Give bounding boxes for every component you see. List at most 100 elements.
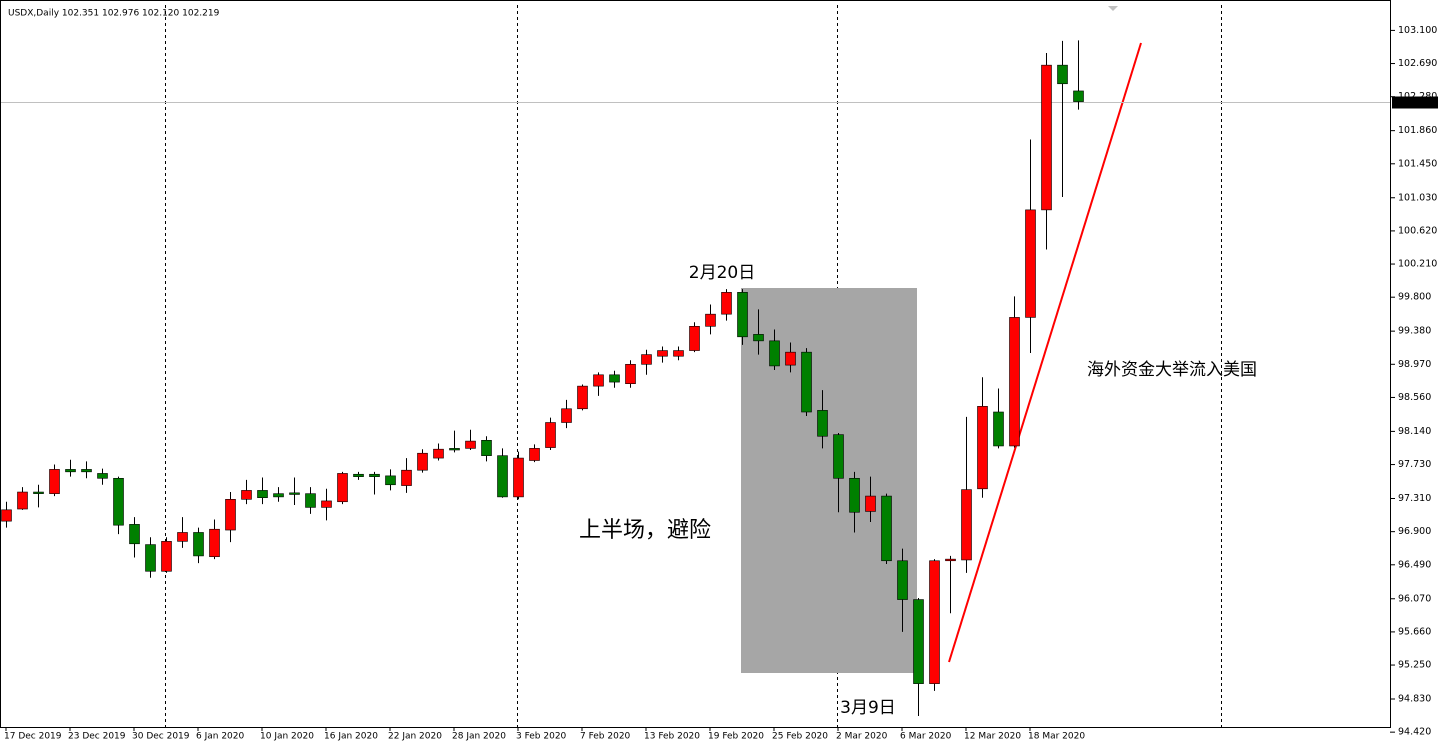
candle-body (1057, 64, 1068, 85)
candle-body (129, 524, 140, 545)
y-tick-label: 96.900 (1398, 526, 1431, 537)
x-tick-label: 16 Jan 2020 (324, 732, 378, 742)
candle-body (353, 473, 364, 477)
candle-body (337, 473, 348, 503)
y-tick-label: 96.490 (1398, 559, 1431, 570)
candle-body (513, 457, 524, 498)
y-tick-label: 97.730 (1398, 459, 1431, 470)
y-tick-label: 100.210 (1398, 259, 1437, 270)
candle-body (401, 469, 412, 486)
candle-body (753, 334, 764, 342)
annotation: 3月9日 (840, 698, 896, 718)
candle-body (657, 350, 668, 357)
candle-body (289, 492, 300, 495)
y-tick-label: 99.380 (1398, 326, 1431, 337)
candle-body (849, 477, 860, 513)
candle-body (977, 406, 988, 490)
candle-body (369, 473, 380, 477)
y-tick-label: 96.070 (1398, 593, 1431, 604)
candle-body (577, 385, 588, 410)
y-tick-label: 99.800 (1398, 292, 1431, 303)
candle-body (593, 374, 604, 387)
y-tick-label: 95.660 (1398, 626, 1431, 637)
candle-body (241, 490, 252, 500)
candle-body (17, 491, 28, 510)
y-tick-label: 97.310 (1398, 493, 1431, 504)
candle-body (929, 560, 940, 684)
candle-body (273, 493, 284, 498)
price-label: 102.219 (1396, 98, 1435, 109)
candle-body (65, 469, 76, 473)
candle-body (785, 351, 796, 366)
candle-body (865, 495, 876, 512)
candle-body (641, 354, 652, 365)
x-tick-label: 23 Dec 2019 (68, 732, 126, 742)
candle-body (177, 532, 188, 542)
candle-body (113, 477, 124, 526)
candle-body (321, 500, 332, 508)
x-tick-label: 3 Feb 2020 (516, 732, 567, 742)
candle-body (545, 422, 556, 448)
candle-body (833, 434, 844, 479)
candle-body (145, 544, 156, 572)
candle-body (1, 509, 12, 522)
x-tick-label: 18 Mar 2020 (1028, 732, 1085, 742)
plot-area (0, 40, 1390, 716)
price-label-box (1392, 96, 1438, 109)
candle-body (497, 455, 508, 498)
x-tick-label: 30 Dec 2019 (132, 732, 190, 742)
y-tick-label: 102.690 (1398, 58, 1437, 69)
candle-body (1041, 64, 1052, 211)
candle-body (433, 448, 444, 459)
candle-body (609, 374, 620, 383)
y-tick-label: 101.860 (1398, 125, 1437, 136)
x-tick-label: 13 Feb 2020 (644, 732, 700, 742)
x-tick-label: 7 Feb 2020 (580, 732, 631, 742)
candle-body (1025, 209, 1036, 318)
y-tick-label: 103.100 (1398, 25, 1437, 36)
candle-body (817, 410, 828, 437)
y-tick-label: 94.830 (1398, 694, 1431, 705)
chart-title: USDX,Daily 102.351 102.976 102.120 102.2… (8, 9, 220, 19)
candle-body (561, 408, 572, 423)
x-tick-label: 12 Mar 2020 (964, 732, 1021, 742)
x-tick-label: 19 Feb 2020 (708, 732, 764, 742)
candle-body (81, 469, 92, 473)
annotation: 海外资金大举流入美国 (1087, 360, 1257, 380)
annotation: 2月20日 (689, 263, 755, 283)
candle-body (449, 448, 460, 451)
candle-body (945, 558, 956, 562)
candle-body (193, 532, 204, 557)
candle-body (689, 326, 700, 351)
candle-body (417, 452, 428, 471)
x-tick-label: 2 Mar 2020 (836, 732, 888, 742)
candle-body (673, 350, 684, 357)
candle-body (161, 541, 172, 572)
y-tick-label: 98.970 (1398, 359, 1431, 370)
y-tick-label: 98.140 (1398, 426, 1431, 437)
candle-body (705, 313, 716, 327)
candle-body (1073, 90, 1084, 102)
shift-marker (1108, 6, 1118, 11)
candle-body (625, 363, 636, 385)
candle-body (1009, 317, 1020, 447)
candle-body (481, 439, 492, 456)
highlight-box (741, 288, 917, 673)
candle-body (737, 292, 748, 338)
x-tick-label: 6 Mar 2020 (900, 732, 952, 742)
x-tick-label: 10 Jan 2020 (260, 732, 314, 742)
candle-body (257, 490, 268, 498)
candle-body (961, 489, 972, 561)
y-tick-label: 101.030 (1398, 192, 1437, 203)
y-tick-label: 100.620 (1398, 225, 1437, 236)
y-tick-label: 98.560 (1398, 392, 1431, 403)
x-tick-label: 22 Jan 2020 (388, 732, 442, 742)
y-tick-label: 101.450 (1398, 158, 1437, 169)
x-tick-label: 25 Feb 2020 (772, 732, 828, 742)
candle-body (305, 493, 316, 508)
candle-body (209, 528, 220, 558)
candle-body (913, 599, 924, 684)
candle-body (897, 560, 908, 600)
candle-body (769, 340, 780, 367)
